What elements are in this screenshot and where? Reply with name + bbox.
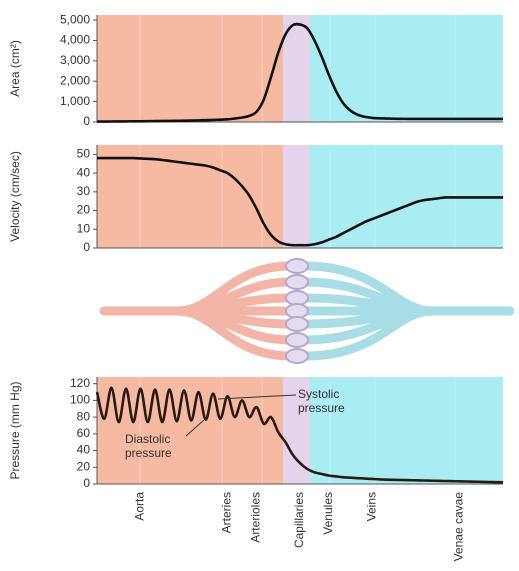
annotation-leader — [217, 394, 297, 400]
line — [95, 386, 504, 484]
y-tick-label: 100 — [70, 393, 90, 407]
x-tick-label: Aorta — [133, 492, 147, 521]
y-tick-label: 5,000 — [60, 12, 90, 26]
x-tick-label: Arterioles — [249, 492, 263, 543]
annotation: Diastolic — [125, 432, 170, 446]
y-tick-label: 0 — [83, 114, 90, 128]
capillary-region — [283, 145, 310, 248]
annotation-leader — [185, 419, 205, 437]
y-axis-label: Velocity (cm/sec) — [8, 151, 22, 242]
artery-region — [97, 145, 283, 248]
x-tick-label: Arteries — [220, 492, 234, 533]
annotation: pressure — [298, 401, 345, 415]
y-tick-label: 40 — [77, 443, 91, 457]
x-tick-label: Venae cavae — [452, 492, 466, 562]
y-tick-label: 0 — [83, 240, 90, 254]
y-tick-label: 40 — [77, 165, 91, 179]
y-tick-label: 20 — [77, 459, 91, 473]
y-tick-label: 50 — [77, 147, 91, 161]
vein-region — [310, 377, 503, 484]
annotation: pressure — [125, 446, 172, 460]
y-axis-label: Pressure (mm Hg) — [8, 381, 22, 479]
y-axis-label: Area (cm²) — [8, 40, 22, 97]
annotation: Systolic — [298, 387, 339, 401]
y-tick-label: 120 — [70, 376, 90, 390]
line — [97, 156, 503, 247]
y-tick-label: 4,000 — [60, 33, 90, 47]
x-tick-label: Veins — [365, 492, 379, 521]
y-tick-label: 60 — [77, 426, 91, 440]
y-tick-label: 3,000 — [60, 53, 90, 67]
x-tick-label: Venules — [321, 492, 335, 535]
artery-region — [97, 15, 283, 122]
y-tick-label: 20 — [77, 203, 91, 217]
y-tick-label: 2,000 — [60, 73, 90, 87]
y-tick-label: 10 — [77, 221, 91, 235]
x-tick-label: Capillaries — [292, 492, 306, 548]
line — [96, 22, 503, 123]
vessel-diagram — [99, 258, 515, 364]
y-tick-label: 80 — [77, 409, 91, 423]
y-tick-label: 0 — [83, 476, 90, 490]
y-tick-label: 30 — [77, 184, 91, 198]
y-tick-label: 1,000 — [60, 94, 90, 108]
vein-region — [310, 15, 503, 122]
